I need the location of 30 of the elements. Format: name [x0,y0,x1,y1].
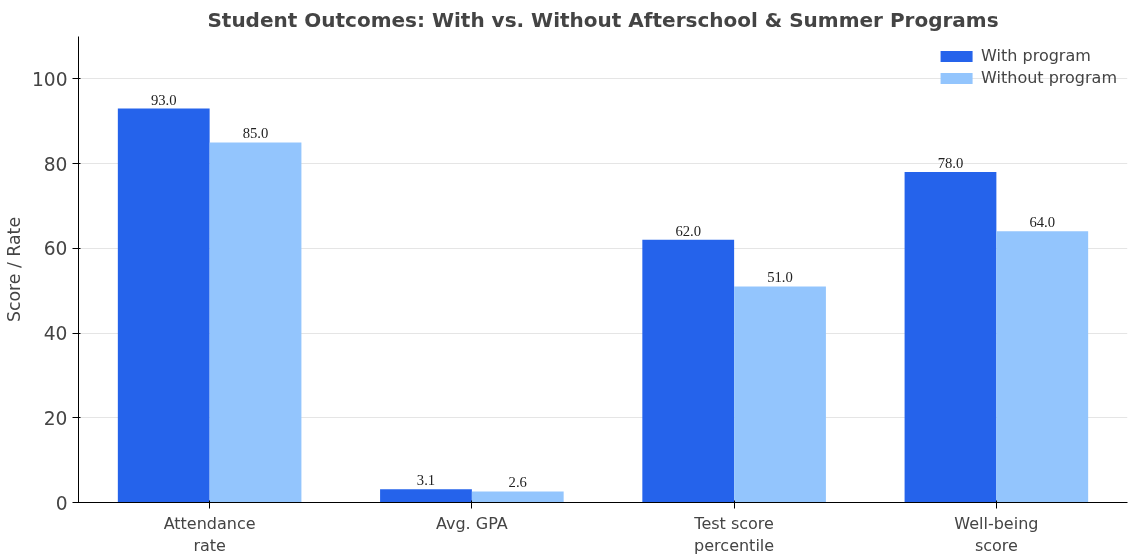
y-tick-label: 40 [43,323,68,345]
data-label: 2.6 [508,474,527,491]
y-tick-label: 80 [43,153,68,175]
chart-title: Student Outcomes: With vs. Without Afterschool & Summer Programs [207,7,999,32]
y-tick-label: 0 [55,492,68,514]
bar [642,239,735,503]
data-label: 78.0 [937,155,964,172]
y-axis-title: Score / Rate [3,216,24,323]
x-tick-label: Test score percentile [693,513,775,556]
data-label: 85.0 [242,125,269,142]
bar [471,491,564,503]
y-tick-label: 60 [43,238,68,260]
bar [904,172,997,503]
data-label: 62.0 [675,222,702,239]
data-label: 51.0 [767,269,793,286]
data-label: 3.1 [416,472,436,489]
legend-label: Without program [981,68,1117,87]
data-label: 93.0 [150,91,177,108]
x-tick-label: Attendance rate [163,513,256,556]
bar [734,286,826,503]
data-label: 64.0 [1029,214,1056,231]
bar [996,231,1089,503]
y-tick-label: 20 [43,407,68,429]
bar [117,108,210,503]
x-tick-label: Avg. GPA [435,513,508,533]
x-tick-label: Well-being score [954,513,1039,556]
bar [209,142,302,503]
bar [380,489,472,503]
legend-label: With program [981,46,1091,65]
y-tick-label: 100 [31,68,68,90]
